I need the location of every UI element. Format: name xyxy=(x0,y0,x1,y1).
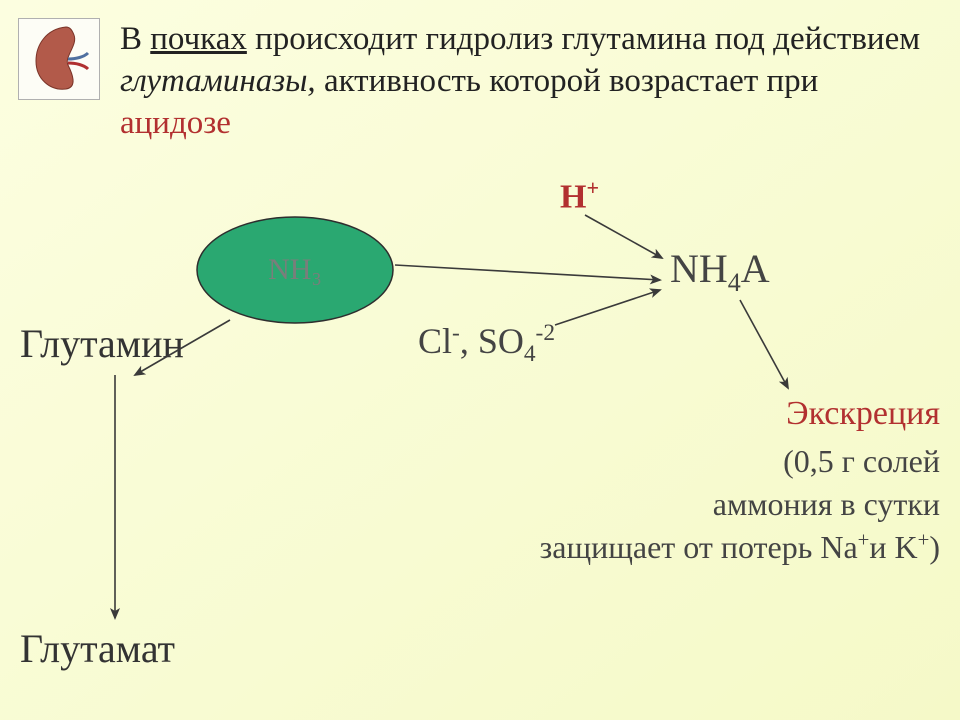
excretion-line1: (0,5 г солей xyxy=(783,443,940,479)
glutamine-label: Глутамин xyxy=(20,320,184,367)
para-mid1: происходит гидролиз глутамина под действ… xyxy=(247,21,920,57)
para-prefix: В xyxy=(120,21,150,57)
para-mid2: активность которой возрастает при xyxy=(316,63,819,99)
nh3-ellipse: NH₃ xyxy=(195,215,395,325)
para-kidneys: почках xyxy=(150,21,247,57)
h-plus-label: H+ xyxy=(560,175,599,216)
excretion-detail: (0,5 г солей аммония в сутки защищает от… xyxy=(370,440,940,570)
excretion-line2: аммония в сутки xyxy=(713,486,940,522)
nh4a-label: NH4A xyxy=(670,245,770,298)
glutamate-label: Глутамат xyxy=(20,625,175,672)
para-acidosis: ацидозе xyxy=(120,105,231,141)
excretion-line3-pre: защищает от потерь Na xyxy=(540,529,858,565)
anions-label: Cl-, SO4-2 xyxy=(418,320,555,368)
excretion-title: Экскреция xyxy=(640,395,940,433)
kidney-icon xyxy=(18,18,100,100)
description-paragraph: В почках происходит гидролиз глутамина п… xyxy=(120,18,930,145)
para-enzyme: глутаминазы, xyxy=(120,63,316,99)
